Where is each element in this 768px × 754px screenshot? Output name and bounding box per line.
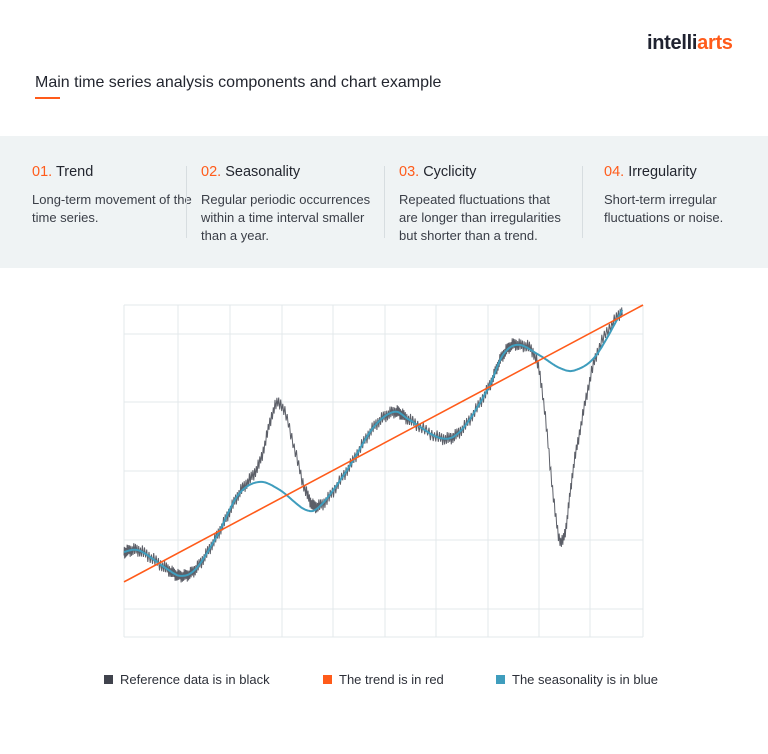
component-description: Long-term movement of the time series. [32, 192, 192, 225]
logo-text-intelli: intelli [647, 32, 698, 54]
legend-item-trend: The trend is in red [323, 672, 444, 687]
legend-item-seasonality: The seasonality is in blue [496, 672, 658, 687]
component-heading: 01. Trend [32, 164, 202, 180]
component-heading: 04. Irregularity [604, 164, 768, 180]
component-name: Trend [55, 164, 94, 180]
component-number: 03. [399, 164, 420, 180]
seasonality-line [123, 309, 624, 577]
component-number: 02. [201, 164, 222, 180]
component-description: Repeated fluctuations that are longer th… [399, 192, 561, 243]
legend-item-reference: Reference data is in black [104, 672, 270, 687]
legend-swatch-red [323, 675, 332, 684]
component-card-cyclicity: 03. Cyclicity Repeated fluctuations that… [399, 164, 569, 245]
component-card-irregularity: 04. Irregularity Short-term irregular fl… [604, 164, 768, 227]
card-divider [186, 166, 187, 238]
trend-line [123, 304, 644, 583]
component-heading: 03. Cyclicity [399, 164, 569, 180]
component-name: Cyclicity [423, 164, 477, 180]
legend-label: The seasonality is in blue [512, 672, 658, 687]
component-description: Short-term irregular fluctuations or noi… [604, 192, 724, 225]
page-title: Main time series analysis components and… [35, 74, 442, 91]
card-divider [384, 166, 385, 238]
components-panel: 01. Trend Long-term movement of the time… [0, 136, 768, 268]
legend-label: The trend is in red [339, 672, 444, 687]
legend-label: Reference data is in black [120, 672, 270, 687]
component-number: 04. [604, 164, 625, 180]
logo-text-arts: arts [697, 32, 733, 54]
component-name: Irregularity [628, 164, 697, 180]
component-heading: 02. Seasonality [201, 164, 371, 180]
component-card-trend: 01. Trend Long-term movement of the time… [32, 164, 202, 227]
chart-series [123, 304, 644, 583]
intelliarts-logo: intelliarts [647, 32, 733, 55]
title-underline [35, 97, 60, 99]
component-name: Seasonality [225, 164, 301, 180]
legend-swatch-blue [496, 675, 505, 684]
card-divider [582, 166, 583, 238]
chart-legend: Reference data is in black The trend is … [0, 672, 768, 692]
component-number: 01. [32, 164, 53, 180]
component-card-seasonality: 02. Seasonality Regular periodic occurre… [201, 164, 371, 245]
component-description: Regular periodic occurrences within a ti… [201, 192, 371, 243]
legend-swatch-black [104, 675, 113, 684]
chart-grid [123, 304, 644, 638]
reference-data-line [123, 307, 623, 583]
